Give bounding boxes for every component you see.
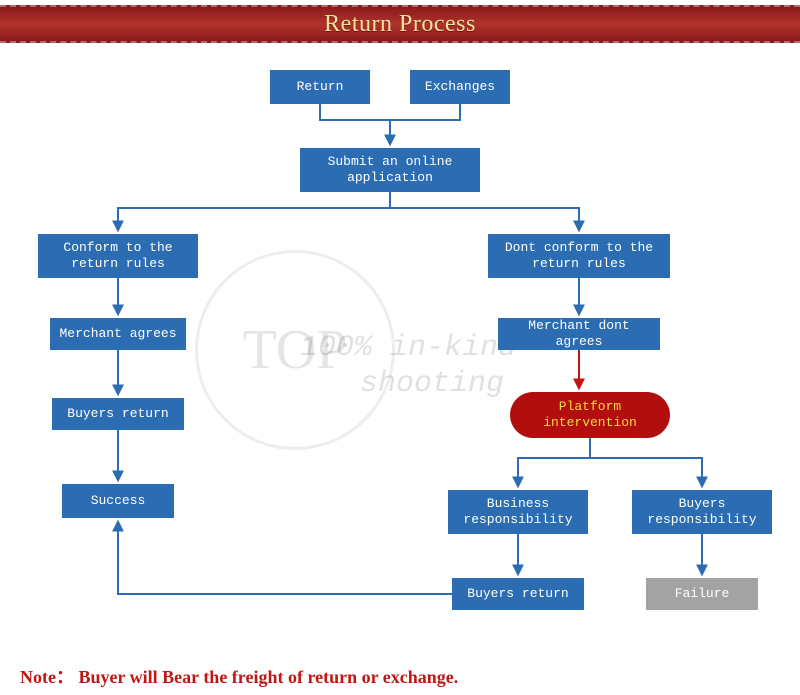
node-not_conform: Dont conform to the return rules bbox=[488, 234, 670, 278]
node-submit: Submit an online application bbox=[300, 148, 480, 192]
note-label: Note： bbox=[20, 667, 74, 687]
edge-buyers_ret_r-success bbox=[118, 522, 452, 594]
node-merch_n: Merchant dont agrees bbox=[498, 318, 660, 350]
watermark-circle: TOP bbox=[195, 250, 395, 450]
page-title: Return Process bbox=[324, 11, 476, 37]
node-failure: Failure bbox=[646, 578, 758, 610]
node-biz_resp: Business responsibility bbox=[448, 490, 588, 534]
node-merch_y: Merchant agrees bbox=[50, 318, 186, 350]
node-success: Success bbox=[62, 484, 174, 518]
node-buyers_ret_r: Buyers return bbox=[452, 578, 584, 610]
edge-submit-conform bbox=[118, 192, 390, 230]
node-buy_resp: Buyers responsibility bbox=[632, 490, 772, 534]
node-buyers_ret_l: Buyers return bbox=[52, 398, 184, 430]
watermark-circle-text: TOP bbox=[243, 318, 348, 382]
edge-exchanges-submit bbox=[390, 104, 460, 120]
node-conform: Conform to the return rules bbox=[38, 234, 198, 278]
edge-platform-biz_resp bbox=[518, 438, 590, 486]
watermark-text: 100% in-kind shooting bbox=[300, 330, 516, 402]
node-exchanges: Exchanges bbox=[410, 70, 510, 104]
node-platform: Platform intervention bbox=[510, 392, 670, 438]
note-text: Buyer will Bear the freight of return or… bbox=[78, 667, 458, 687]
edge-return-submit bbox=[320, 104, 390, 144]
footer-note: Note： Buyer will Bear the freight of ret… bbox=[20, 663, 458, 689]
edge-submit-not_conform bbox=[390, 208, 579, 230]
header-banner: Return Process bbox=[0, 5, 800, 43]
node-return: Return bbox=[270, 70, 370, 104]
edge-platform-buy_resp bbox=[590, 458, 702, 486]
